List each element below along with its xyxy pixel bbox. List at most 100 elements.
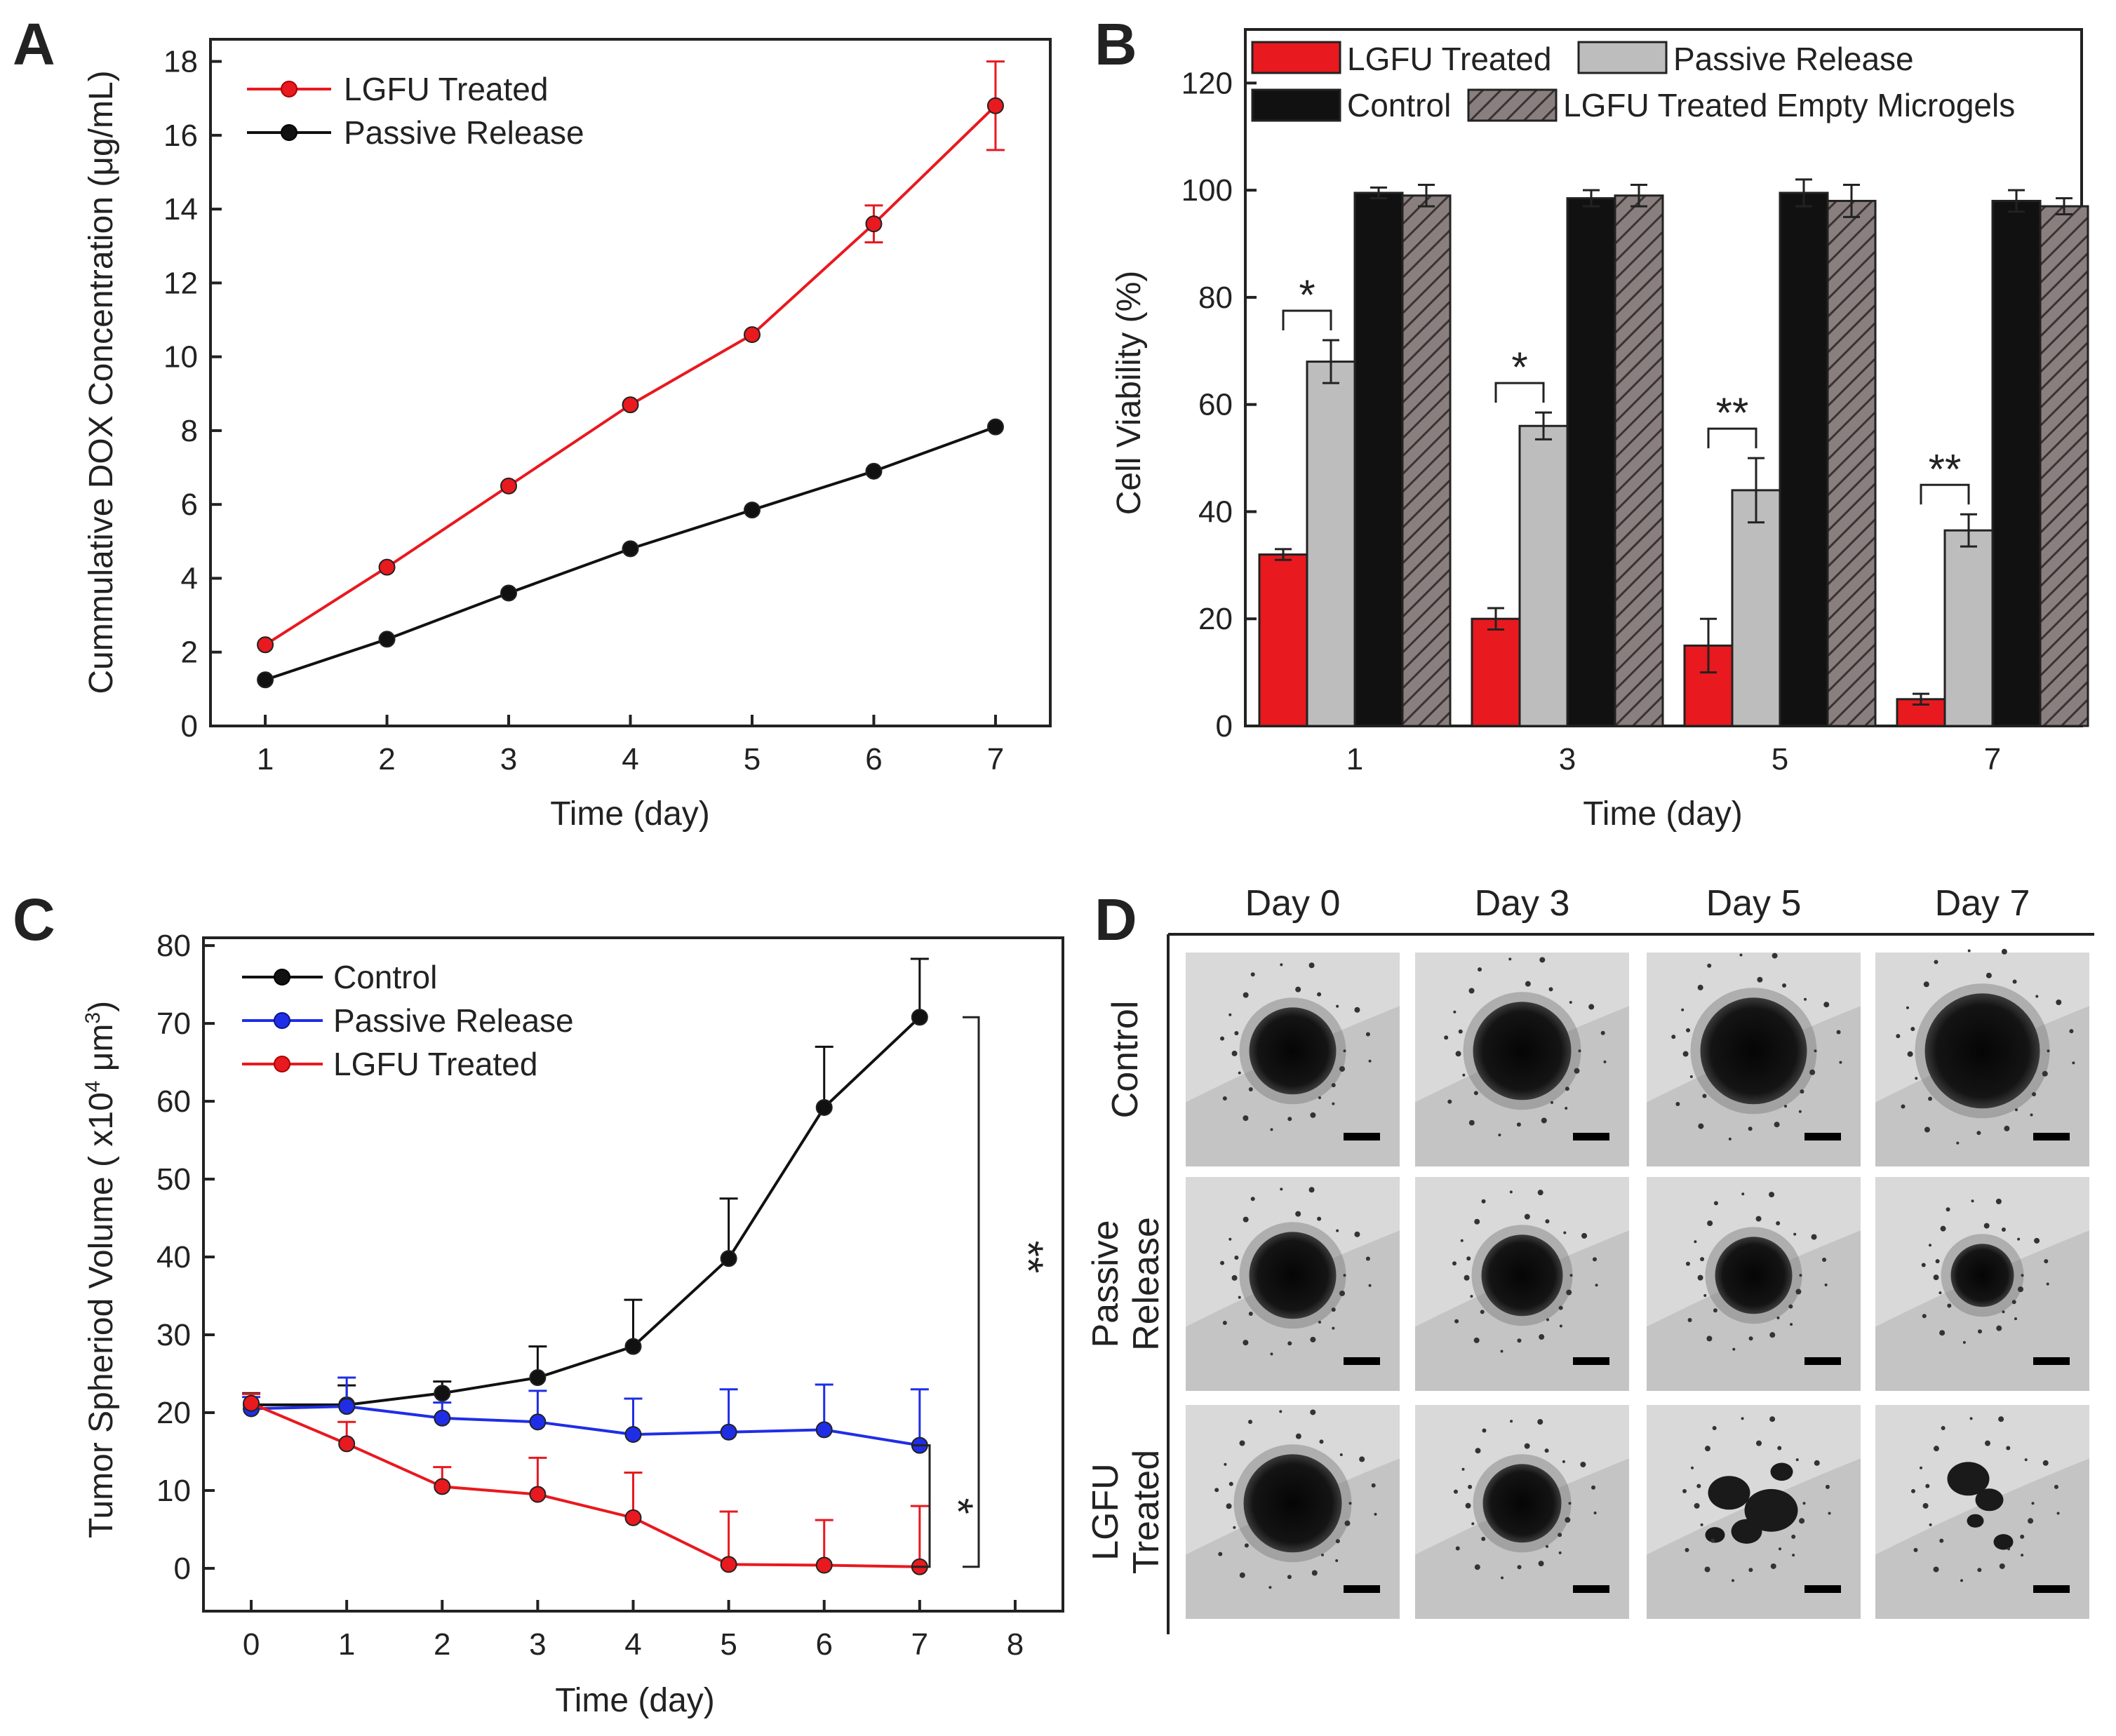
debris-dot [1558, 1533, 1562, 1537]
debris-dot [1310, 1112, 1316, 1118]
x-axis: 0 1 2 3 4 5 6 7 8 [243, 1600, 1024, 1662]
debris-dot [2042, 1070, 2048, 1077]
debris-dot [1478, 967, 1482, 972]
debris-dot [1698, 1123, 1704, 1129]
debris-dot [1913, 1547, 1918, 1552]
debris-dot [1343, 1049, 1346, 1053]
y-axis-title-unit: μm [83, 1024, 120, 1081]
debris-dot [2047, 1049, 2050, 1053]
x-axis: 1 2 3 4 5 6 7 [257, 715, 1004, 776]
data-point [529, 1486, 547, 1503]
data-point [378, 558, 396, 576]
spheroid [1481, 1234, 1563, 1317]
debris-dot [1250, 1197, 1255, 1202]
debris-dot [1470, 1295, 1473, 1298]
debris-dot [1473, 1091, 1478, 1096]
micrograph-cell [1875, 1405, 2089, 1619]
y-tick-label: 4 [181, 561, 198, 596]
y-tick-label: 80 [1198, 281, 1233, 315]
debris-dot [1559, 1324, 1562, 1328]
spheroid [1700, 997, 1807, 1105]
scale-bar [1344, 1585, 1380, 1593]
y-axis: 0 2 4 6 8 10 12 14 16 18 [163, 45, 222, 743]
debris-dot [1336, 1229, 1339, 1232]
debris-dot [1537, 1419, 1544, 1425]
x-tick-label: 4 [622, 742, 638, 776]
debris-dot [1593, 1512, 1597, 1515]
debris-dot [1546, 1545, 1548, 1548]
x-tick-label: 1 [257, 742, 274, 776]
debris-dot [1675, 1102, 1680, 1107]
data-point [500, 584, 518, 602]
spheroid-fragment [1993, 1534, 2014, 1550]
row-label: LGFUTreated [1085, 1450, 1167, 1574]
y-tick-label: 10 [156, 1474, 191, 1508]
data-point [500, 477, 518, 494]
debris-dot [1971, 1199, 1974, 1203]
debris-dot [1977, 1568, 1982, 1573]
y-tick-label: 2 [181, 635, 198, 670]
debris-dot [1287, 1575, 1292, 1580]
legend-swatch-empty [1467, 88, 1558, 122]
debris-dot [1687, 1317, 1692, 1322]
debris-dot [1517, 1565, 1522, 1570]
bar-gray [1943, 529, 1994, 727]
debris-dot [2072, 1061, 2075, 1065]
series-1 [242, 1376, 929, 1454]
legend-marker-passive [281, 124, 297, 141]
debris-dot [2032, 1092, 2037, 1097]
x-tick-label: 3 [1559, 742, 1576, 776]
micrograph-cell [1647, 953, 1861, 1166]
debris-dot [1565, 1086, 1569, 1091]
debris-dot [1697, 1274, 1703, 1281]
debris-dot [1332, 1102, 1335, 1105]
debris-dot [1480, 1310, 1485, 1314]
series-line [251, 1405, 920, 1447]
y-tick-label: 30 [156, 1318, 191, 1352]
y-tick-label: 10 [163, 340, 198, 375]
debris-dot [1280, 963, 1283, 967]
y-axis: 0 20 40 60 80 100 120 [1181, 66, 1257, 743]
debris-dot [1452, 1261, 1457, 1266]
legend-marker-lgfu [274, 1056, 290, 1072]
debris-dot [2056, 999, 2062, 1005]
debris-dot [2054, 1484, 2058, 1489]
debris-dot [1481, 1199, 1486, 1204]
sig-bracket-outer [963, 1016, 980, 1568]
bar-hatch [1401, 194, 1452, 727]
data-point [243, 1394, 260, 1412]
y-tick-label: 20 [1198, 602, 1233, 636]
debris-dot [1368, 1059, 1372, 1063]
bar-gray [1731, 489, 1781, 727]
debris-dot [1934, 960, 1938, 964]
row-label: PassiveRelease [1085, 1217, 1167, 1351]
series-line [250, 1401, 920, 1568]
series-group [257, 60, 1005, 689]
x-tick-label: 5 [1772, 742, 1788, 776]
debris-dot [1318, 1096, 1321, 1099]
debris-dot [1984, 1440, 1990, 1446]
debris-dot [1279, 1410, 1283, 1413]
debris-dot [1335, 1539, 1340, 1544]
debris-dot [1233, 1526, 1236, 1529]
debris-dot [1581, 1232, 1588, 1239]
debris-dot [1524, 1443, 1530, 1449]
debris-dot [1710, 1538, 1715, 1543]
legend: LGFU Treated Passive Release [247, 71, 584, 151]
y-tick-label: 20 [156, 1396, 191, 1430]
debris-dot [1569, 1001, 1572, 1004]
data-point [815, 1098, 833, 1116]
debris-dot [1374, 1512, 1377, 1516]
y-tick-label: 60 [1198, 388, 1233, 422]
scale-bar [1344, 1133, 1380, 1140]
debris-dot [1986, 972, 1992, 978]
debris-dot [1702, 1094, 1707, 1098]
debris-dot [1321, 1553, 1324, 1556]
legend-label-control: Control [1347, 87, 1451, 123]
debris-dot [1248, 1420, 1253, 1425]
debris-dot [1461, 1467, 1465, 1471]
scale-bar [1573, 1357, 1609, 1365]
x-axis: 1 3 5 7 [1346, 715, 2001, 776]
debris-dot [1777, 1446, 1782, 1451]
